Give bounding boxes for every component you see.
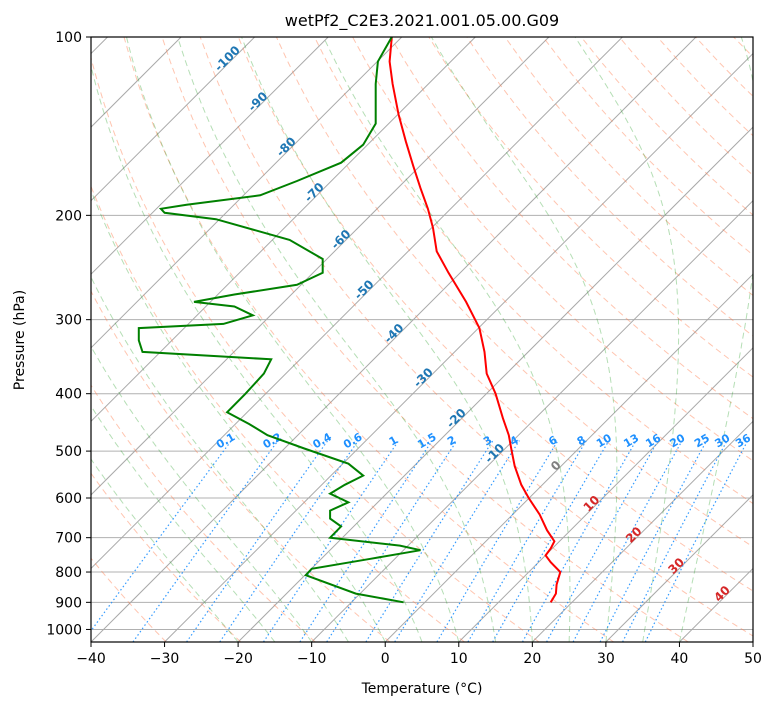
- dry-adiabat: [504, 37, 753, 296]
- mixing-ratio-line: [546, 440, 659, 642]
- x-tick-label: 40: [671, 651, 689, 667]
- mixing-ratio-line: [467, 440, 587, 642]
- x-axis-label: Temperature (°C): [361, 681, 483, 697]
- isotherm-line: [237, 126, 753, 642]
- dry-adiabat: [199, 37, 753, 637]
- isotherm-line: [384, 273, 753, 642]
- dry-adiabat: [275, 37, 753, 548]
- y-ticks: 100 200 300 400 500 600 700 800 900 1000: [46, 30, 91, 638]
- plot-frame: [90, 36, 754, 643]
- y-tick-label: 600: [55, 491, 82, 507]
- isotherm-line: [91, 37, 623, 570]
- x-tick-label: 20: [523, 651, 541, 667]
- x-tick-label: −30: [150, 651, 180, 667]
- y-tick-label: 800: [55, 565, 82, 581]
- moist-adiabat: [91, 188, 386, 642]
- isotherm-line: [311, 199, 753, 642]
- mixing-ratio-line: [365, 440, 494, 642]
- mixing-ratio-line: [492, 440, 610, 642]
- dry-adiabat: [352, 37, 753, 462]
- x-ticks: −40 −30 −20 −10 0 10 20 30 40 50: [76, 642, 762, 667]
- mixing-ratio-line: [436, 440, 559, 642]
- y-tick-label: 900: [55, 595, 82, 611]
- dry-adiabat: [466, 37, 753, 337]
- background-lines: [91, 37, 753, 642]
- moist-adiabat: [91, 405, 276, 642]
- dry-adiabat: [428, 37, 753, 378]
- mixing-ratio-line: [219, 440, 359, 642]
- mixing-ratio-line: [262, 440, 400, 642]
- x-tick-label: 10: [450, 651, 468, 667]
- isotherm-line: [91, 37, 697, 642]
- dry-adiabat: [91, 290, 391, 642]
- moist-adiabat: [177, 37, 497, 642]
- temperature-profile: [388, 37, 562, 603]
- dry-adiabat: [91, 472, 242, 642]
- y-tick-label: 100: [55, 30, 82, 46]
- isotherm-line: [91, 37, 550, 496]
- mixing-ratio-line: [132, 440, 279, 642]
- dry-adiabat: [390, 37, 753, 420]
- isotherm-line: [605, 494, 753, 642]
- x-tick-label: 0: [381, 651, 390, 667]
- mixing-ratio-line: [644, 440, 749, 642]
- x-tick-label: −20: [223, 651, 253, 667]
- moist-adiabat: [574, 37, 680, 642]
- mixing-ratio-line: [91, 440, 232, 632]
- dry-adiabat: [237, 37, 753, 592]
- moist-adiabat: [91, 275, 349, 642]
- y-tick-label: 1000: [46, 622, 82, 638]
- y-axis-label: Pressure (hPa): [12, 290, 28, 390]
- moist-adiabat: [91, 64, 423, 642]
- dry-adiabat: [91, 55, 540, 642]
- isotherm-line: [531, 420, 753, 642]
- isotherm-line: [91, 37, 256, 202]
- dry-adiabat: [161, 37, 689, 642]
- isotherm-line: [91, 37, 329, 275]
- profiles: [137, 37, 562, 604]
- mixing-ratio-line: [299, 440, 433, 642]
- mixing-ratio-line: [326, 440, 458, 642]
- y-tick-label: 400: [55, 387, 82, 403]
- moist-adiabat: [91, 345, 313, 642]
- dewpoint-profile: [137, 37, 421, 604]
- dry-adiabat: [91, 384, 316, 642]
- y-tick-label: 500: [55, 444, 82, 460]
- dry-adiabat: [91, 185, 465, 642]
- y-tick-label: 700: [55, 531, 82, 547]
- y-tick-label: 300: [55, 313, 82, 329]
- x-tick-label: −10: [297, 651, 327, 667]
- plot-area: [91, 37, 753, 642]
- x-tick-label: 30: [597, 651, 615, 667]
- moist-adiabat: [91, 458, 239, 642]
- mixing-ratio-line: [521, 440, 637, 642]
- mixing-ratio-line: [186, 440, 329, 642]
- mixing-ratio-line: [572, 440, 683, 642]
- isotherm-line: [164, 52, 753, 642]
- moist-adiabat: [678, 37, 753, 642]
- isotherm-line: [458, 347, 753, 642]
- moist-adiabat: [241, 37, 533, 642]
- x-tick-label: 50: [744, 651, 762, 667]
- moist-adiabat: [323, 37, 571, 642]
- mixing-ratio-line: [394, 440, 520, 642]
- isotherm-line: [91, 37, 476, 423]
- dry-adiabat: [314, 37, 753, 505]
- chart-title: wetPf2_C2E3.2021.001.05.00.G09: [285, 11, 559, 31]
- y-tick-label: 200: [55, 208, 82, 224]
- dry-adiabat: [123, 37, 614, 642]
- x-tick-label: −40: [76, 651, 106, 667]
- isotherm-line: [91, 37, 403, 349]
- moist-adiabat: [430, 37, 618, 642]
- isotherm-line: [752, 641, 753, 642]
- moist-adiabat: [126, 37, 460, 642]
